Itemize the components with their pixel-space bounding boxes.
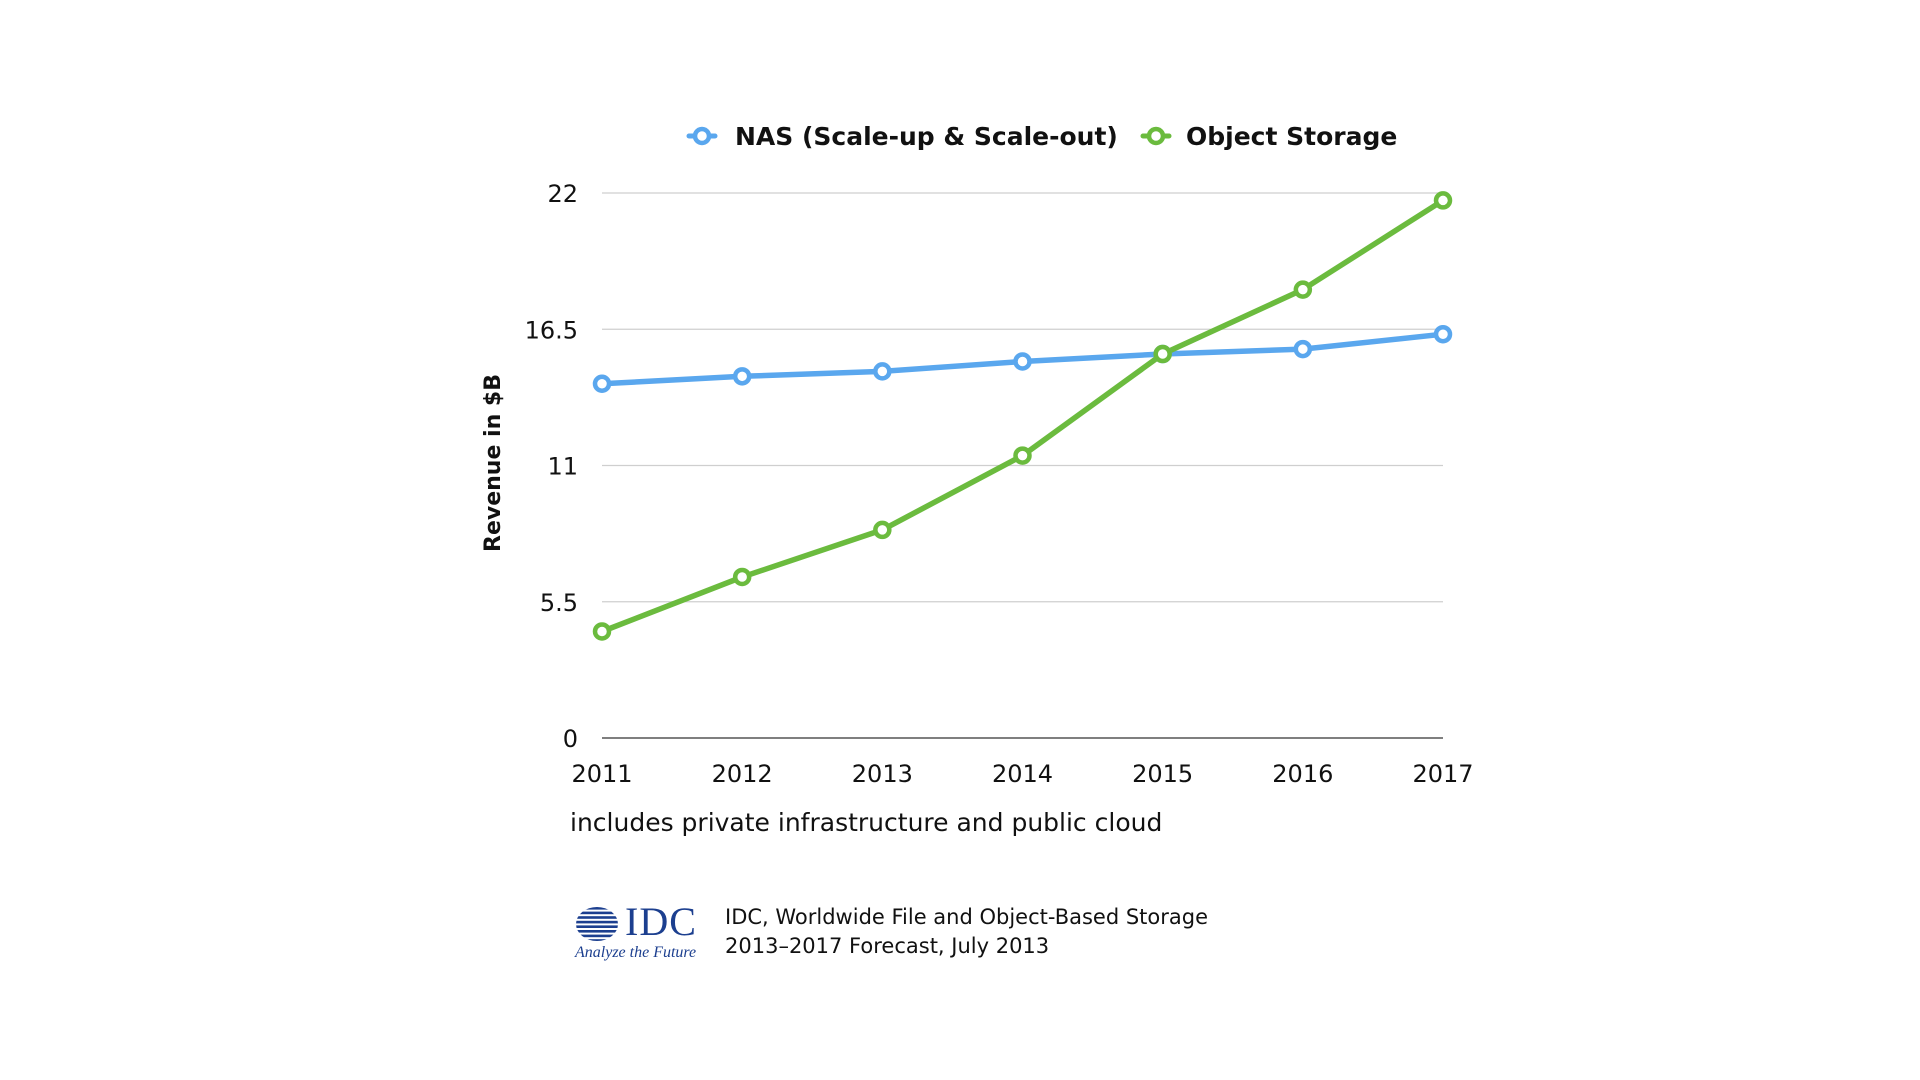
legend-item-object-storage: Object Storage [1140,122,1397,151]
series-line-object-storage [599,197,1446,635]
x-tick-label-2014: 2014 [992,760,1053,788]
data-point-object-storage-2015 [1153,344,1172,364]
y-tick-label-5-5: 5.5 [540,589,578,617]
x-tick-label-2011: 2011 [571,760,632,788]
y-tick-label-0: 0 [563,725,578,753]
data-point-nas-scale-up-scale-out-2014 [1013,352,1032,371]
logo-wordmark: IDC [625,899,697,944]
y-tick-label-16-5: 16.5 [525,316,578,344]
x-tick-label-2015: 2015 [1132,760,1193,788]
legend-item-nas: NAS (Scale-up & Scale-out) [686,122,1118,151]
y-axis-ticks: 0 5.5 11 16.5 22 [525,180,578,753]
x-tick-label-2017: 2017 [1412,760,1473,788]
data-point-object-storage-2013 [873,520,892,540]
data-point-nas-scale-up-scale-out-2011 [592,374,612,393]
legend-label-object-storage: Object Storage [1186,122,1397,151]
y-axis-title: Revenue in $B [481,374,506,552]
data-point-nas-scale-up-scale-out-2013 [873,362,892,381]
series-lines [599,197,1446,635]
globe-icon [576,907,618,941]
x-axis-ticks: 2011 2012 2013 2014 2015 2016 2017 [571,760,1473,788]
data-point-nas-scale-up-scale-out-2017 [1433,324,1453,344]
gridlines [602,192,1443,739]
idc-logo: IDC Analyze the Future [575,899,705,964]
data-point-object-storage-2011 [592,622,612,641]
legend-label-nas: NAS (Scale-up & Scale-out) [735,122,1118,151]
legend-marker-object-storage [1146,126,1166,146]
data-point-nas-scale-up-scale-out-2016 [1293,339,1313,359]
y-tick-label-11: 11 [547,453,578,481]
x-tick-label-2016: 2016 [1272,760,1333,788]
chart-note: includes private infrastructure and publ… [570,808,1163,837]
y-tick-label-22: 22 [547,180,578,208]
source-line-1: IDC, Worldwide File and Object-Based Sto… [725,905,1209,929]
data-point-object-storage-2014 [1013,446,1032,465]
data-point-object-storage-2012 [732,567,752,587]
source-citation: IDC, Worldwide File and Object-Based Sto… [725,903,1208,961]
legend: NAS (Scale-up & Scale-out) Object Storag… [686,122,1397,151]
legend-marker-nas [692,126,712,146]
x-tick-label-2013: 2013 [852,760,913,788]
data-point-nas-scale-up-scale-out-2012 [732,367,752,386]
data-point-object-storage-2017 [1433,191,1453,210]
source-line-2: 2013–2017 Forecast, July 2013 [725,934,1050,958]
logo-tagline: Analyze the Future [575,944,697,961]
series-points [592,191,1453,641]
x-tick-label-2012: 2012 [712,760,773,788]
data-point-object-storage-2016 [1293,280,1313,299]
